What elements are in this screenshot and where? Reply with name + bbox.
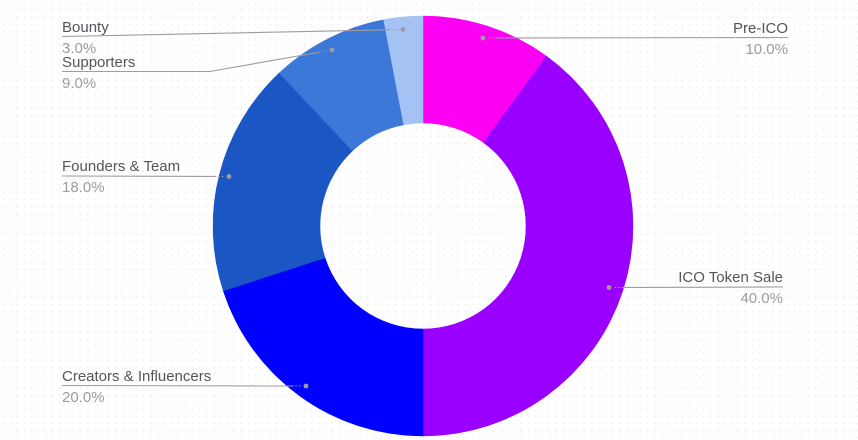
leader-dot-bounty <box>400 27 406 32</box>
slice-label: Creators & Influencers <box>62 367 212 385</box>
callout-creators-influencers: Creators & Influencers 20.0% <box>62 368 211 406</box>
slice-percent: 40.0% <box>740 290 783 307</box>
donut-slice-ico-token-sale[interactable] <box>422 55 634 437</box>
callout-pre-ico: Pre-ICO 10.0% <box>733 20 788 58</box>
callout-ico-token-sale: ICO Token Sale 40.0% <box>678 269 783 307</box>
donut-slice-bounty[interactable] <box>383 15 424 126</box>
slice-percent: 9.0% <box>62 74 97 92</box>
slice-label: Pre-ICO <box>732 19 788 37</box>
slice-percent: 18.0% <box>62 179 105 196</box>
donut-slice-creators-influencers[interactable] <box>222 257 424 437</box>
leader-dot-creators-influencers <box>303 383 309 389</box>
leader-line-supporters <box>62 51 319 73</box>
slice-percent: 10.0% <box>745 40 788 58</box>
slice-percent: 3.0% <box>62 39 97 57</box>
leader-dot-ico-token-sale <box>606 285 612 290</box>
leader-dot-supporters <box>329 47 335 53</box>
leader-dot-founders-team <box>226 174 232 179</box>
slice-label: ICO Token Sale <box>678 269 783 286</box>
slice-label: Supporters <box>62 53 136 71</box>
donut-slice-founders-team[interactable] <box>212 72 353 292</box>
callout-founders-team: Founders & Team 18.0% <box>62 158 180 196</box>
callout-bounty: Bounty 3.0% <box>62 19 109 57</box>
slice-label: Founders & Team <box>62 158 181 175</box>
callout-supporters: Supporters 9.0% <box>62 54 135 92</box>
slice-label: Bounty <box>62 18 109 36</box>
leader-dot-pre-ico <box>480 35 486 41</box>
slice-percent: 20.0% <box>62 388 105 406</box>
leader-line-bounty <box>61 29 390 38</box>
